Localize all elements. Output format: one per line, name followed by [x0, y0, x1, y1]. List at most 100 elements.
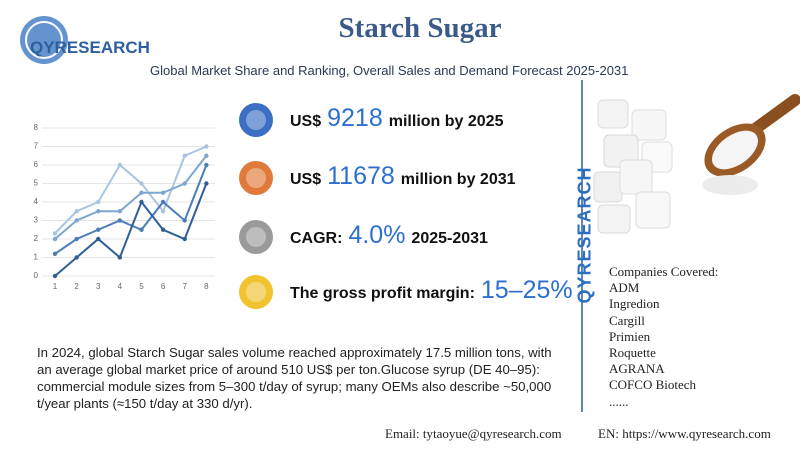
stat-value: 9218: [327, 104, 383, 132]
y-tick-label: 7: [34, 142, 39, 151]
line-series: [54, 155, 208, 240]
logo-text: QYRESEARCH: [30, 38, 150, 57]
x-tick-label: 5: [139, 282, 144, 291]
company: Cargill: [609, 312, 645, 328]
description: In 2024, global Starch Sugar sales volum…: [37, 345, 552, 411]
line-series: [54, 183, 208, 277]
company: Ingredion: [609, 296, 660, 312]
company: Primien: [609, 328, 651, 344]
point: [160, 209, 166, 214]
x-tick-label: 3: [96, 282, 101, 291]
point: [160, 199, 166, 205]
stat-value: 4.0%: [348, 221, 406, 249]
y-tick-label: 6: [34, 160, 39, 169]
stat-row: US$ 9218 million by 2025: [290, 104, 503, 133]
stat-value: 11678: [327, 162, 395, 190]
x-tick-label: 6: [161, 282, 166, 291]
point: [52, 251, 58, 256]
point: [52, 231, 58, 236]
y-tick-label: 1: [34, 253, 39, 262]
footer-email: Email: tytaoyue@qyresearch.com: [385, 426, 562, 441]
spoon: [702, 94, 800, 195]
company: ADM: [609, 280, 640, 296]
point: [204, 144, 209, 149]
subtitle: Global Market Share and Ranking, Overall…: [150, 63, 629, 78]
stat-icons: [239, 103, 273, 309]
point: [117, 162, 123, 168]
point: [160, 227, 166, 232]
y-tick-label: 5: [34, 179, 39, 188]
point: [74, 255, 79, 260]
point: [52, 273, 58, 279]
point: [182, 153, 187, 158]
companies: Companies Covered: ADM Ingredion Cargill Pr…: [609, 264, 718, 410]
stat-row: The gross profit margin: 15–25%: [290, 276, 579, 305]
stat-icon: [239, 161, 273, 195]
point: [52, 236, 58, 242]
stat-label: US$: [290, 113, 322, 130]
x-tick-label: 4: [118, 282, 123, 291]
line-series: [54, 145, 207, 235]
y-tick-label: 8: [34, 123, 39, 132]
stat-icon: [239, 220, 273, 254]
point: [117, 218, 123, 223]
title: Starch Sugar: [338, 12, 502, 44]
stat-row: US$ 11678 million by 2031: [290, 162, 516, 191]
company: Roquette: [609, 345, 656, 361]
point: [117, 255, 123, 260]
stat-icon-inner: [246, 168, 266, 188]
stat-icon-inner: [246, 282, 266, 302]
chart: 0 1 2 3 4 5 6 7 8 1 2 3 4 5 6 7 8: [34, 123, 215, 291]
point: [139, 181, 144, 186]
point: [182, 181, 187, 186]
stat-value: 15–25%: [480, 276, 573, 304]
point: [96, 199, 101, 205]
footer-website: EN: https://www.qyresearch.com: [598, 426, 771, 441]
side-brand: QYRESEARCH: [574, 166, 595, 304]
point: [182, 218, 187, 223]
stat-icon-inner: [246, 227, 266, 247]
stat-icon-inner: [246, 110, 266, 130]
y-tick-label: 4: [34, 197, 39, 206]
sugar-cubes: [593, 99, 673, 234]
point: [204, 153, 209, 158]
point: [204, 162, 209, 168]
company: AGRANA: [609, 361, 665, 377]
company: ......: [609, 393, 629, 409]
stat-label: CAGR:: [290, 230, 343, 247]
company: COFCO Biotech: [609, 377, 697, 393]
logo-ring: [25, 21, 63, 59]
point: [139, 190, 144, 195]
point: [139, 227, 144, 232]
stat-suffix: 2025-2031: [411, 230, 488, 247]
point: [96, 209, 101, 214]
x-tick-label: 8: [204, 282, 209, 291]
point: [139, 199, 144, 205]
logo-globe: [20, 16, 68, 64]
line-series: [54, 164, 208, 255]
stat-suffix: million by 2025: [388, 113, 504, 130]
companies-heading: Companies Covered:: [609, 264, 719, 279]
stat-row: CAGR: 4.0% 2025-2031: [290, 221, 488, 250]
point: [204, 181, 209, 186]
stat-label: US$: [290, 171, 322, 188]
point: [160, 190, 166, 195]
stat-icon: [239, 103, 273, 137]
stat-icon: [239, 275, 273, 309]
x-tick-label: 7: [182, 282, 187, 291]
point: [117, 209, 123, 214]
point: [74, 236, 79, 242]
point: [96, 236, 101, 242]
x-tick-label: 1: [53, 282, 58, 291]
point: [96, 227, 101, 232]
point: [74, 209, 79, 214]
y-tick-label: 3: [34, 216, 39, 225]
stat-label: The gross profit margin:: [290, 285, 475, 302]
y-tick-label: 0: [34, 271, 39, 280]
y-tick-label: 2: [34, 234, 39, 243]
point: [74, 218, 79, 223]
x-tick-label: 2: [74, 282, 79, 291]
stat-suffix: million by 2031: [400, 171, 516, 188]
